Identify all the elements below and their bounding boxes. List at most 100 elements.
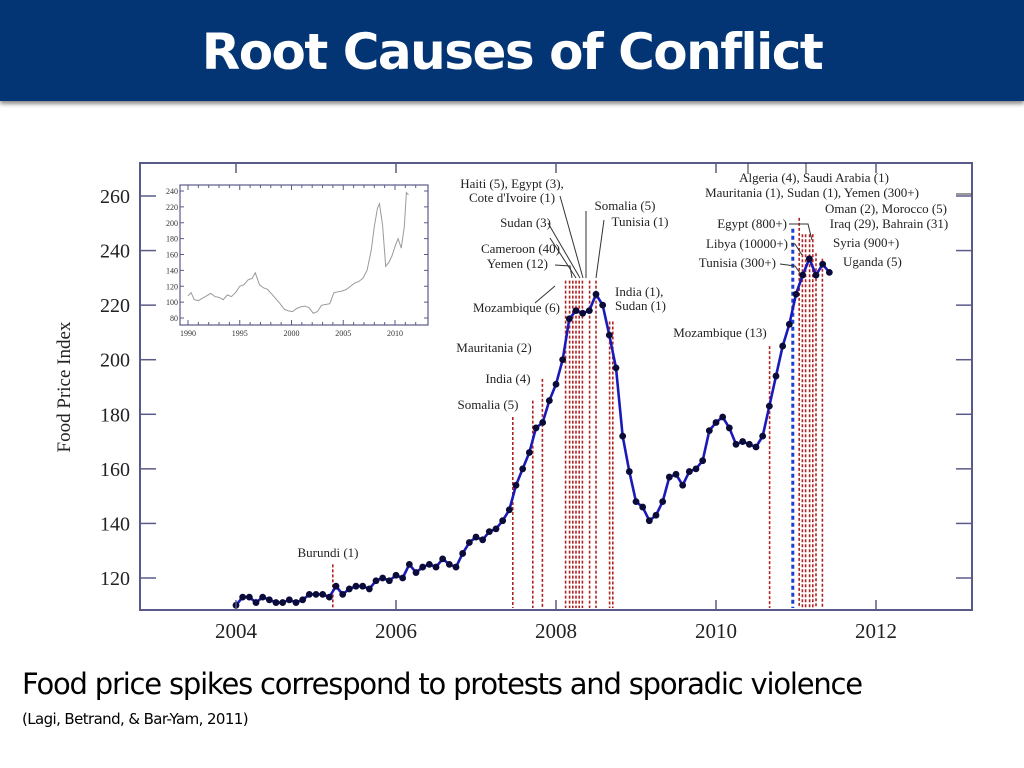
data-point	[699, 457, 707, 465]
annotation-label: Uganda (5)	[843, 254, 902, 269]
data-point	[285, 596, 293, 604]
data-point	[345, 585, 353, 593]
inset-frame	[179, 184, 429, 326]
data-point	[379, 574, 387, 582]
data-point	[525, 449, 533, 456]
data-point	[679, 481, 687, 489]
y-tick-label: 140	[100, 513, 130, 535]
data-point	[332, 582, 340, 590]
data-point	[812, 271, 820, 279]
annotation-label: India (4)	[485, 371, 530, 386]
data-point	[239, 593, 247, 601]
data-point	[579, 309, 587, 317]
data-point	[639, 503, 647, 511]
annotation-label: Libya (10000+)	[706, 236, 788, 251]
data-point	[465, 539, 473, 546]
data-point	[585, 307, 593, 314]
data-point	[545, 397, 553, 405]
food-price-series	[232, 255, 833, 609]
inset-y-tick-label: 240	[166, 187, 178, 196]
inset-x-tick-label: 2000	[284, 329, 300, 338]
data-point	[805, 255, 813, 263]
x-tick-label: 2004	[215, 619, 258, 643]
data-point	[665, 473, 673, 481]
data-point	[779, 342, 787, 350]
annotation-leader	[549, 237, 577, 279]
data-point	[352, 582, 360, 590]
inset-chart: 80 100 120 140 160 180 200 220 240 1990 1995 2000 20…	[166, 184, 429, 338]
data-point	[712, 419, 720, 426]
data-point	[392, 571, 400, 579]
data-point	[505, 506, 513, 514]
data-point	[485, 528, 493, 536]
inset-series-line	[187, 191, 409, 314]
y-tick-label: 220	[100, 295, 130, 317]
annotation-leader	[791, 243, 803, 256]
data-point	[399, 574, 407, 582]
data-point	[785, 320, 793, 328]
data-point	[659, 498, 667, 505]
annotation-leader	[789, 223, 813, 241]
data-point	[592, 290, 600, 298]
data-point	[792, 290, 800, 298]
data-point	[459, 550, 467, 557]
inset-y-tick-label: 100	[166, 298, 178, 307]
data-point	[412, 569, 420, 576]
data-point	[359, 582, 367, 590]
inset-y-tick-label: 200	[166, 219, 178, 228]
inset-y-tick-label: 220	[166, 203, 178, 212]
data-point	[472, 533, 480, 541]
y-tick-label: 240	[100, 241, 130, 263]
data-point	[625, 468, 633, 475]
annotation-label: India (1),	[615, 284, 663, 299]
data-point	[245, 593, 253, 601]
data-point	[325, 593, 333, 601]
inset-x-tick-label: 2010	[387, 329, 403, 338]
data-point	[759, 432, 767, 440]
data-point	[632, 498, 640, 505]
annotation-label: Algeria (4), Saudi Arabia (1)	[739, 170, 889, 185]
data-point	[419, 563, 427, 571]
inset-x-tick-label: 2005	[335, 329, 351, 338]
annotation-leader	[779, 263, 801, 274]
data-point	[752, 443, 760, 451]
data-point	[605, 331, 613, 339]
data-point	[532, 424, 540, 432]
data-point	[732, 440, 740, 448]
data-point	[439, 555, 447, 563]
data-point	[539, 419, 547, 426]
annotation-label: Mozambique (13)	[673, 325, 767, 340]
data-point	[645, 517, 653, 525]
data-point	[292, 599, 300, 606]
data-point	[299, 596, 307, 604]
y-tick-label: 160	[100, 459, 130, 481]
x-tick-label: 2006	[375, 619, 417, 643]
data-point	[265, 596, 273, 604]
data-point	[552, 380, 560, 388]
inset-x-tick-label: 1995	[232, 329, 248, 338]
inset-y-tick-label: 160	[166, 251, 178, 260]
data-point	[705, 427, 713, 435]
data-point	[739, 438, 747, 445]
y-tick-label: 180	[100, 404, 130, 426]
data-point	[565, 315, 573, 323]
data-point	[672, 470, 680, 478]
annotation-label: Egypt (800+)	[717, 216, 787, 231]
data-point	[512, 481, 520, 489]
inset-y-tick-label: 120	[166, 282, 178, 291]
annotation-label: Burundi (1)	[297, 545, 358, 560]
data-point	[365, 585, 373, 593]
inset-y-tick-label: 80	[170, 314, 178, 323]
slide-caption: Food price spikes correspond to protests…	[22, 667, 863, 701]
y-tick-label: 200	[100, 350, 130, 372]
data-point	[372, 577, 380, 585]
data-point	[385, 577, 393, 585]
annotation-label: Sudan (1)	[615, 298, 666, 313]
annotation-label: Mauritania (2)	[456, 340, 531, 355]
data-point	[279, 599, 287, 606]
data-point	[479, 536, 487, 544]
data-point	[572, 307, 580, 314]
data-point	[825, 269, 833, 276]
annotation-label: Mauritania (1), Sudan (1), Yemen (300+)	[705, 185, 919, 200]
